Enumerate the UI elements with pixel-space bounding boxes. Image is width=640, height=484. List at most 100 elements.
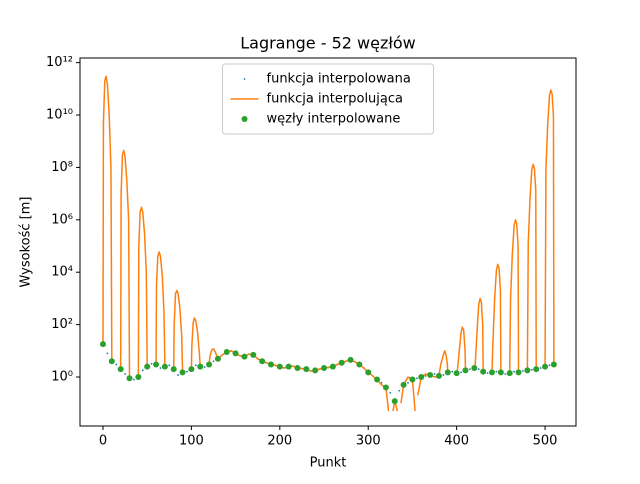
legend-label: funkcja interpolowana bbox=[267, 72, 411, 87]
marker bbox=[329, 363, 336, 370]
point bbox=[203, 366, 206, 368]
point bbox=[451, 370, 454, 373]
point bbox=[177, 374, 180, 376]
point bbox=[159, 367, 162, 369]
point bbox=[486, 372, 489, 375]
x-axis-label: Punkt bbox=[310, 456, 347, 471]
marker bbox=[161, 363, 168, 370]
point bbox=[530, 368, 533, 371]
marker bbox=[533, 366, 540, 373]
point bbox=[141, 369, 144, 372]
marker bbox=[542, 363, 549, 370]
marker bbox=[489, 369, 496, 376]
point bbox=[398, 389, 401, 392]
marker bbox=[223, 349, 230, 356]
marker bbox=[214, 355, 221, 362]
marker bbox=[267, 361, 274, 368]
marker bbox=[241, 353, 248, 360]
marker bbox=[506, 370, 513, 377]
marker bbox=[444, 369, 451, 376]
x-tick-label: 300 bbox=[356, 434, 381, 449]
y-tick-label: 10¹² bbox=[46, 55, 73, 70]
y-tick-label: 10² bbox=[51, 317, 73, 332]
point bbox=[442, 374, 445, 376]
marker bbox=[356, 361, 363, 368]
marker bbox=[188, 366, 195, 373]
marker bbox=[250, 351, 257, 358]
marker bbox=[197, 363, 204, 370]
marker bbox=[409, 376, 416, 383]
marker bbox=[365, 369, 372, 376]
x-tick-label: 500 bbox=[533, 434, 558, 449]
point bbox=[133, 378, 135, 381]
marker bbox=[170, 366, 177, 373]
marker bbox=[550, 361, 557, 368]
marker bbox=[303, 366, 310, 373]
point bbox=[407, 381, 409, 384]
marker bbox=[524, 367, 531, 374]
point bbox=[186, 370, 188, 373]
point bbox=[548, 364, 551, 367]
x-tick-label: 0 bbox=[99, 434, 107, 449]
plot-area bbox=[99, 75, 557, 412]
marker bbox=[108, 358, 115, 365]
marker bbox=[135, 374, 142, 381]
legend: funkcja interpolowana funkcja interpolują… bbox=[222, 63, 434, 135]
y-tick-label: 10⁸ bbox=[51, 160, 73, 175]
marker bbox=[400, 381, 407, 388]
marker bbox=[497, 369, 504, 376]
point bbox=[106, 352, 109, 355]
marker bbox=[515, 369, 522, 376]
point bbox=[424, 375, 427, 377]
marker bbox=[347, 356, 354, 363]
x-tick-label: 400 bbox=[444, 434, 469, 449]
marker bbox=[427, 371, 434, 378]
marker bbox=[206, 361, 213, 368]
marker bbox=[338, 359, 345, 366]
point bbox=[212, 360, 215, 363]
legend-label: funkcja interpolująca bbox=[267, 92, 403, 107]
point bbox=[150, 362, 153, 365]
y-axis-label: Wysokość [m] bbox=[19, 197, 34, 288]
marker bbox=[374, 376, 381, 383]
x-tick-label: 100 bbox=[179, 434, 204, 449]
point bbox=[469, 368, 471, 371]
marker bbox=[276, 363, 283, 370]
point bbox=[504, 373, 507, 375]
marker bbox=[321, 365, 328, 372]
point bbox=[477, 368, 480, 371]
point bbox=[495, 370, 498, 373]
marker bbox=[471, 365, 478, 372]
point bbox=[415, 377, 418, 380]
marker bbox=[285, 363, 292, 370]
point bbox=[115, 363, 118, 366]
marker bbox=[117, 366, 124, 373]
point bbox=[539, 367, 542, 369]
legend-swatch bbox=[243, 78, 246, 80]
marker bbox=[153, 361, 160, 368]
marker bbox=[453, 370, 460, 377]
marker bbox=[144, 363, 151, 370]
marker bbox=[480, 368, 487, 375]
point bbox=[389, 391, 392, 394]
legend-swatch bbox=[241, 116, 248, 122]
point bbox=[194, 364, 197, 367]
point bbox=[522, 370, 524, 372]
point bbox=[124, 373, 126, 375]
y-tick-label: 10⁶ bbox=[51, 212, 73, 227]
marker bbox=[99, 341, 106, 348]
marker bbox=[435, 372, 442, 379]
point bbox=[433, 373, 436, 375]
marker bbox=[382, 384, 389, 391]
marker bbox=[179, 369, 186, 376]
axes-frame bbox=[79, 57, 577, 427]
legend-label: węzły interpolowane bbox=[267, 112, 401, 127]
marker bbox=[232, 350, 239, 357]
marker bbox=[418, 374, 425, 381]
point bbox=[460, 371, 462, 374]
x-tick-label: 200 bbox=[267, 434, 292, 449]
marker bbox=[294, 365, 301, 372]
y-tick-label: 10⁰ bbox=[51, 370, 73, 385]
marker bbox=[462, 367, 469, 374]
